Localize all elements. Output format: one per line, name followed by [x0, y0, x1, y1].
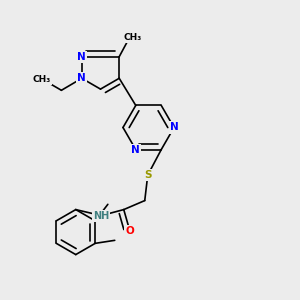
Text: N: N — [77, 52, 86, 62]
Text: N: N — [77, 73, 86, 83]
Text: O: O — [125, 226, 134, 236]
Text: CH₃: CH₃ — [124, 33, 142, 42]
Text: CH₃: CH₃ — [33, 75, 51, 84]
Text: S: S — [144, 170, 152, 180]
Text: N: N — [169, 122, 178, 133]
Text: NH: NH — [93, 211, 110, 220]
Text: N: N — [131, 145, 140, 154]
